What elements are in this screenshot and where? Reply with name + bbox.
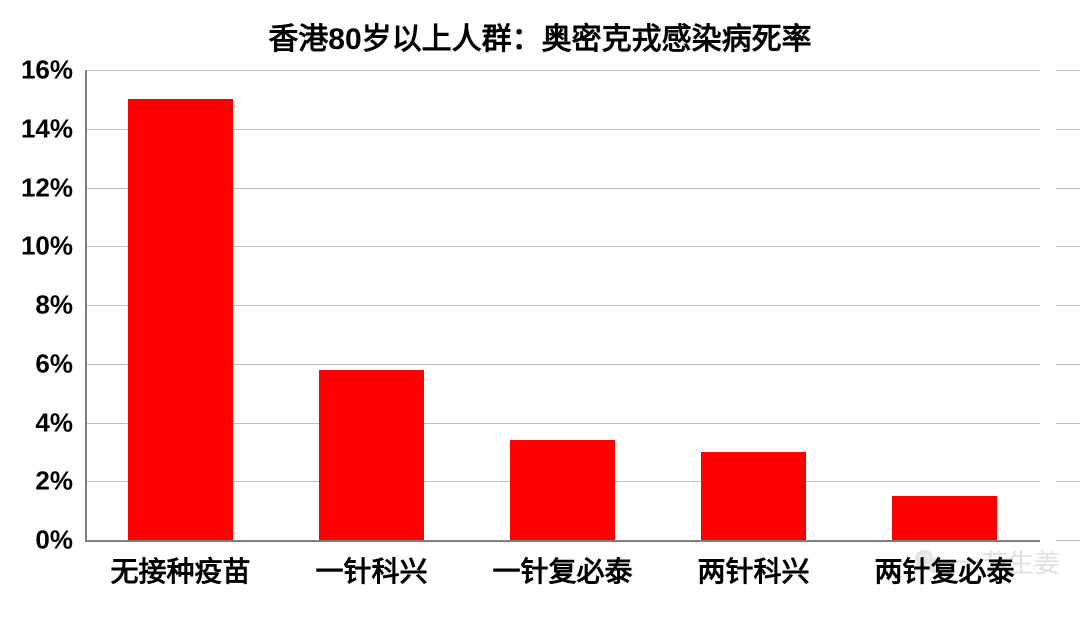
x-tick-label: 两针复必泰 — [849, 550, 1040, 590]
bar — [128, 99, 233, 540]
right-tick-mark — [1056, 246, 1080, 247]
right-tick-mark — [1056, 305, 1080, 306]
y-tick-label: 16% — [0, 55, 73, 86]
plot-area — [85, 70, 1040, 540]
y-axis — [85, 70, 87, 540]
bar — [701, 452, 806, 540]
right-tick-mark — [1056, 364, 1080, 365]
chart-title: 香港80岁以上人群：奥密克戎感染病死率 — [0, 0, 1080, 58]
chart-container: 香港80岁以上人群：奥密克戎感染病死率 一节生姜 0%2%4%6%8%10%12… — [0, 0, 1080, 620]
bar — [892, 496, 997, 540]
x-tick-label: 无接种疫苗 — [85, 550, 276, 590]
right-tick-mark — [1056, 481, 1080, 482]
right-tick-mark — [1056, 188, 1080, 189]
y-tick-label: 14% — [0, 113, 73, 144]
gridline — [85, 70, 1040, 71]
y-tick-label: 10% — [0, 231, 73, 262]
x-tick-label: 一针复必泰 — [467, 550, 658, 590]
x-tick-label: 两针科兴 — [658, 550, 849, 590]
right-tick-mark — [1056, 70, 1080, 71]
x-axis — [85, 540, 1040, 542]
y-tick-label: 0% — [0, 525, 73, 556]
x-tick-label: 一针科兴 — [276, 550, 467, 590]
bar — [319, 370, 424, 540]
y-tick-label: 6% — [0, 348, 73, 379]
right-tick-mark — [1056, 423, 1080, 424]
right-tick-mark — [1056, 129, 1080, 130]
y-tick-label: 8% — [0, 290, 73, 321]
right-tick-mark — [1056, 540, 1080, 541]
y-tick-label: 2% — [0, 466, 73, 497]
bar — [510, 440, 615, 540]
y-tick-label: 4% — [0, 407, 73, 438]
y-tick-label: 12% — [0, 172, 73, 203]
